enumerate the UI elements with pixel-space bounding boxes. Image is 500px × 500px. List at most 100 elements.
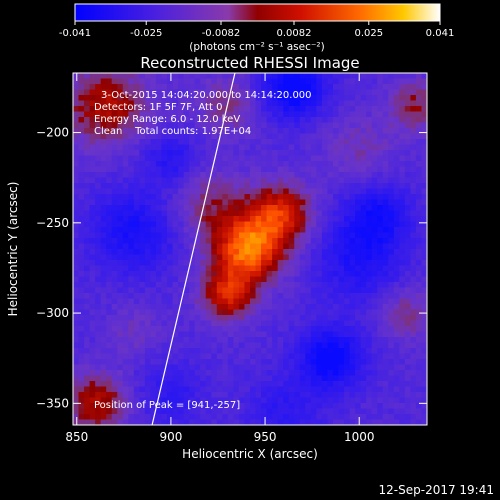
heatmap-cell	[150, 265, 157, 272]
heatmap-cell	[233, 260, 240, 266]
heatmap-cell	[211, 298, 218, 305]
heatmap-cell	[100, 210, 107, 217]
heatmap-cell	[117, 172, 124, 178]
heatmap-cell	[415, 331, 422, 338]
heatmap-cell	[238, 199, 245, 206]
heatmap-cell	[332, 353, 339, 360]
heatmap-cell	[89, 293, 96, 299]
heatmap-cell	[415, 315, 422, 321]
heatmap-cell	[266, 188, 273, 195]
heatmap-cell	[410, 73, 417, 79]
heatmap-cell	[106, 265, 113, 272]
heatmap-cell	[117, 166, 124, 173]
heatmap-cell	[366, 381, 373, 387]
heatmap-cell	[288, 84, 295, 90]
heatmap-cell	[399, 276, 406, 283]
heatmap-cell	[288, 392, 295, 398]
heatmap-cell	[321, 249, 328, 255]
heatmap-cell	[250, 293, 256, 299]
heatmap-cell	[106, 238, 113, 244]
heatmap-cell	[172, 194, 179, 200]
heatmap-cell	[84, 216, 90, 222]
heatmap-cell	[355, 78, 362, 85]
heatmap-cell	[344, 155, 350, 162]
heatmap-cell	[216, 353, 223, 360]
heatmap-cell	[250, 254, 256, 261]
heatmap-cell	[117, 188, 124, 195]
heatmap-cell	[128, 326, 135, 332]
heatmap-cell	[161, 166, 168, 173]
heatmap-cell	[122, 238, 129, 244]
heatmap-cell	[216, 348, 223, 354]
heatmap-cell	[150, 392, 157, 398]
heatmap-cell	[167, 392, 173, 398]
heatmap-cell	[272, 177, 279, 184]
heatmap-cell	[172, 287, 179, 294]
heatmap-cell	[178, 370, 185, 376]
heatmap-cell	[139, 238, 146, 244]
heatmap-cell	[106, 194, 113, 200]
heatmap-cell	[310, 177, 317, 184]
heatmap-cell	[111, 117, 118, 123]
heatmap-cell	[122, 106, 129, 112]
heatmap-cell	[355, 166, 362, 173]
heatmap-cell	[100, 89, 107, 96]
heatmap-cell	[250, 320, 256, 327]
heatmap-cell	[377, 106, 384, 112]
heatmap-cell	[382, 287, 389, 294]
heatmap-cell	[84, 276, 90, 283]
heatmap-cell	[194, 342, 201, 349]
heatmap-cell	[150, 381, 157, 387]
heatmap-cell	[404, 370, 411, 376]
heatmap-cell	[283, 337, 290, 343]
heatmap-cell	[266, 276, 273, 283]
heatmap-cell	[100, 364, 107, 371]
heatmap-cell	[338, 205, 345, 211]
heatmap-cell	[183, 260, 190, 266]
heatmap-cell	[238, 381, 245, 387]
heatmap-cell	[344, 408, 350, 415]
heatmap-cell	[288, 78, 295, 85]
heatmap-cell	[78, 128, 85, 134]
heatmap-cell	[294, 364, 301, 371]
heatmap-cell	[366, 144, 373, 151]
heatmap-cell	[366, 392, 373, 398]
heatmap-cell	[178, 183, 185, 189]
heatmap-cell	[178, 139, 185, 145]
heatmap-cell	[288, 155, 295, 162]
heatmap-cell	[172, 381, 179, 387]
heatmap-cell	[272, 353, 279, 360]
heatmap-cell	[172, 84, 179, 90]
heatmap-cell	[89, 287, 96, 294]
heatmap-cell	[222, 397, 229, 404]
heatmap-cell	[410, 144, 417, 151]
heatmap-cell	[161, 133, 168, 140]
heatmap-cell	[321, 89, 328, 96]
heatmap-cell	[216, 271, 223, 277]
heatmap-cell	[299, 287, 306, 294]
heatmap-cell	[360, 364, 367, 371]
heatmap-cell	[100, 100, 107, 107]
heatmap-cell	[377, 315, 384, 321]
heatmap-cell	[244, 194, 251, 200]
heatmap-cell	[421, 348, 427, 354]
heatmap-cell	[205, 315, 212, 321]
heatmap-cell	[283, 216, 290, 222]
heatmap-cell	[266, 293, 273, 299]
heatmap-cell	[310, 139, 317, 145]
heatmap-cell	[415, 227, 422, 233]
heatmap-cell	[399, 359, 406, 365]
heatmap-cell	[382, 205, 389, 211]
heatmap-cell	[106, 298, 113, 305]
heatmap-cell	[349, 408, 356, 415]
heatmap-cell	[360, 419, 367, 425]
heatmap-cell	[111, 370, 118, 376]
heatmap-cell	[250, 282, 256, 288]
heatmap-cell	[100, 271, 107, 277]
heatmap-cell	[294, 89, 301, 96]
heatmap-cell	[338, 276, 345, 283]
heatmap-cell	[266, 337, 273, 343]
heatmap-cell	[172, 364, 179, 371]
heatmap-cell	[288, 276, 295, 283]
heatmap-cell	[283, 408, 290, 415]
